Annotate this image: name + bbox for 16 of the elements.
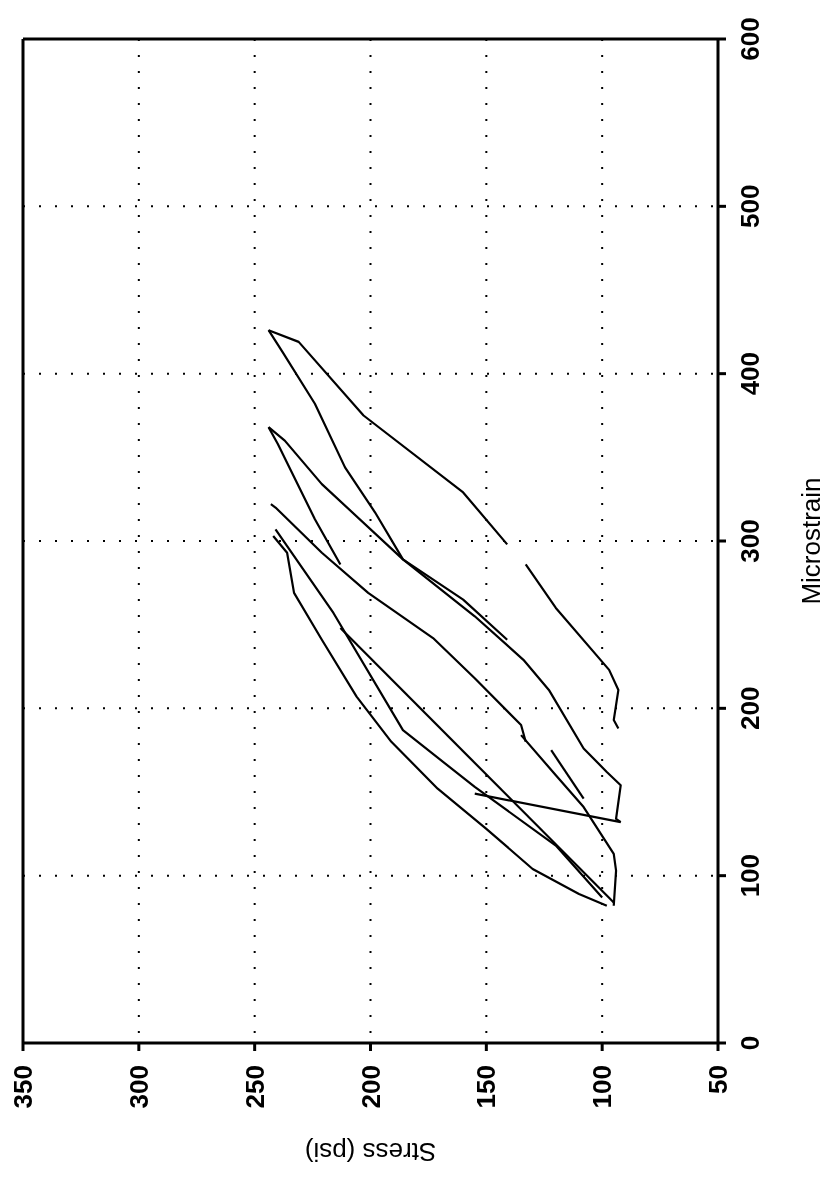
x-tick-label: 300 <box>123 1065 154 1109</box>
x-tick-label: 100 <box>587 1065 618 1109</box>
x-tick-label: 150 <box>471 1065 502 1109</box>
y-axis-title: Microstrain <box>796 477 827 605</box>
y-tick-label: 400 <box>735 351 766 396</box>
y-tick-label: 200 <box>735 686 766 731</box>
x-tick-label: 200 <box>355 1065 386 1109</box>
x-axis-title: Stress (psi) <box>304 1137 437 1167</box>
x-tick-label: 250 <box>239 1065 270 1109</box>
y-tick-label: 300 <box>735 519 766 563</box>
y-tick-label: 600 <box>735 17 766 61</box>
y-tick-label: 500 <box>735 184 766 229</box>
x-tick-label: 50 <box>703 1065 733 1094</box>
y-tick-label: 0 <box>735 1035 766 1051</box>
y-tick-label: 100 <box>735 853 766 898</box>
x-tick-label: 350 <box>8 1065 38 1109</box>
